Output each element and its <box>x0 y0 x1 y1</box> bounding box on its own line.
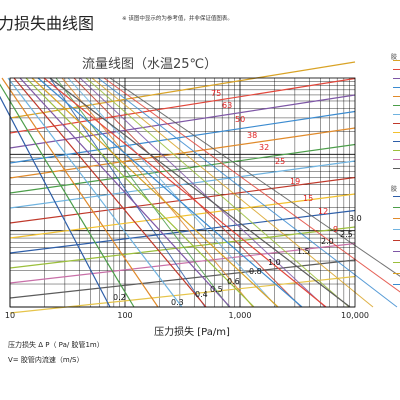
legend-swatch <box>393 123 400 124</box>
velocity-label: 0.4 <box>195 290 208 299</box>
velocity-label: 2.5 <box>340 230 353 239</box>
velocity-line <box>109 77 400 277</box>
legend-swatch <box>393 273 400 274</box>
legend-swatch <box>393 207 400 208</box>
diameter-label: 63 <box>222 101 232 110</box>
velocity-line <box>79 77 326 308</box>
velocity-lines <box>0 77 400 308</box>
diameter-line <box>9 143 356 194</box>
legend-swatch <box>393 114 400 115</box>
legend-swatch <box>393 229 400 230</box>
legend-swatch <box>393 150 400 151</box>
velocity-label: 2.0 <box>321 237 334 246</box>
legend-swatch <box>393 78 400 79</box>
velocity-line <box>97 77 398 308</box>
x-tick-label: 1,000 <box>229 311 252 320</box>
diameter-label: 19 <box>290 177 300 186</box>
legend-swatch <box>393 218 400 219</box>
diameter-line <box>9 226 356 269</box>
footer-line-velocity: V= 胶管内流速（m/S） <box>8 356 84 364</box>
legend-swatch <box>393 168 400 169</box>
legend-title-a: 胶 <box>391 54 398 61</box>
legend-swatch <box>393 132 400 133</box>
chart-title: 流量线图（水温25℃） <box>82 57 218 72</box>
x-tick-label: 10,000 <box>341 311 369 320</box>
velocity-label: 3.0 <box>349 214 362 223</box>
velocity-label: 0.8 <box>249 267 262 276</box>
legend-swatch <box>393 159 400 160</box>
legend <box>390 44 400 304</box>
legend-swatch <box>393 251 400 252</box>
diameter-line <box>9 242 356 284</box>
legend-swatch <box>393 141 400 142</box>
chart-grid <box>9 78 355 308</box>
velocity-label: 0.2 <box>113 293 126 302</box>
x-axis-label: 压力损失 [Pa/m] <box>154 325 230 338</box>
velocity-line <box>31 77 279 308</box>
velocity-label: 0.3 <box>171 298 184 307</box>
velocity-line <box>61 77 254 308</box>
velocity-label: 1.5 <box>297 247 310 256</box>
velocity-line <box>0 83 135 308</box>
velocity-line <box>85 77 350 308</box>
velocity-label: 1.0 <box>268 258 281 267</box>
footer-line-pressure: 压力损失 Δ P（ Pa/ 胶管1m） <box>8 341 104 349</box>
diameter-label: 50 <box>235 115 245 124</box>
legend-swatch <box>393 105 400 106</box>
velocity-line <box>67 77 278 308</box>
diameter-line <box>9 176 356 224</box>
velocity-line <box>91 77 374 308</box>
diameter-line <box>9 94 356 149</box>
diameter-label: 32 <box>259 143 269 152</box>
diameter-label: 38 <box>247 131 257 140</box>
diameter-line <box>9 160 356 209</box>
velocity-line <box>25 77 255 308</box>
velocity-label: 0.5 <box>210 285 223 294</box>
page-title: 力损失曲线图 <box>0 14 95 33</box>
velocity-line <box>19 77 231 308</box>
velocity-line <box>1 77 159 308</box>
legend-swatch <box>393 87 400 88</box>
velocity-label: 0.6 <box>227 277 240 286</box>
legend-swatch <box>393 96 400 97</box>
legend-swatch <box>393 284 400 285</box>
legend-swatch <box>393 240 400 241</box>
velocity-line <box>55 77 230 308</box>
velocity-line <box>49 77 206 308</box>
velocity-line <box>7 77 183 308</box>
diameter-line <box>9 275 356 314</box>
velocity-line <box>37 77 303 308</box>
diameter-label: 12 <box>318 207 328 216</box>
velocity-line <box>49 77 351 308</box>
legend-swatch <box>393 262 400 263</box>
velocity-line <box>13 77 207 308</box>
diameter-line <box>9 77 356 134</box>
legend-swatch <box>393 60 400 61</box>
legend-swatch <box>393 69 400 70</box>
velocity-line <box>73 77 302 308</box>
diameter-label: 75 <box>211 89 221 98</box>
plot-frame <box>9 77 356 308</box>
disclaimer-note: ※ 该图中显示的为参考值，并非保证值图表。 <box>122 16 233 22</box>
diameter-label: 15 <box>303 194 313 203</box>
x-tick-label: 100 <box>117 311 132 320</box>
diameter-label: 9 <box>333 225 338 234</box>
diameter-line <box>9 193 356 239</box>
velocity-line <box>43 77 327 308</box>
diameter-label: 25 <box>275 157 285 166</box>
legend-title-b: 胶 <box>391 186 398 193</box>
legend-swatch <box>393 196 400 197</box>
diameter-line <box>9 127 356 179</box>
x-tick-label: 10 <box>5 311 15 320</box>
diameter-line <box>9 61 356 119</box>
diameter-line <box>9 110 356 164</box>
velocity-line <box>103 77 400 293</box>
